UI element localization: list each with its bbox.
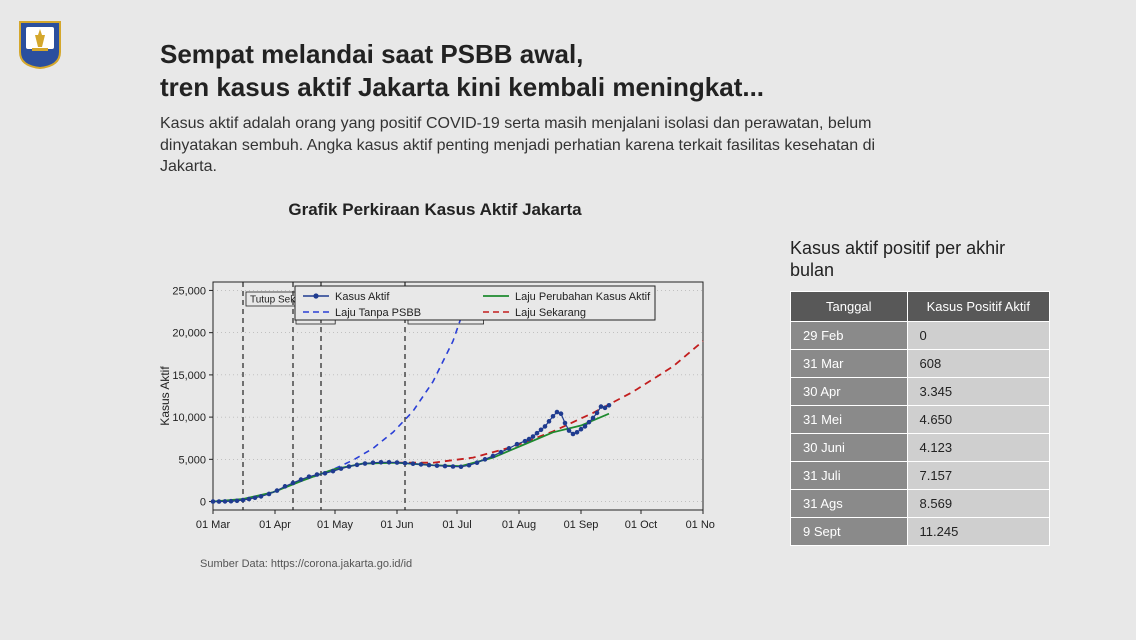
svg-text:01 Apr: 01 Apr [259, 519, 291, 531]
svg-text:Kasus Aktif: Kasus Aktif [158, 366, 172, 426]
svg-text:01 May: 01 May [317, 519, 354, 531]
cell-value: 4.650 [907, 406, 1049, 434]
svg-text:Laju Sekarang: Laju Sekarang [515, 307, 586, 319]
cell-date: 30 Apr [791, 378, 908, 406]
chart-title: Grafik Perkiraan Kasus Aktif Jakarta [155, 200, 715, 220]
table-row: 31 Juli7.157 [791, 462, 1050, 490]
svg-text:01 Nov: 01 Nov [686, 519, 715, 531]
svg-text:15,000: 15,000 [172, 370, 206, 382]
table-row: 30 Juni4.123 [791, 434, 1050, 462]
cell-value: 3.345 [907, 378, 1049, 406]
svg-text:20,000: 20,000 [172, 328, 206, 340]
source-label: Sumber Data: https://corona.jakarta.go.i… [200, 558, 715, 570]
table-row: 9 Sept11.245 [791, 518, 1050, 546]
header-block: Sempat melandai saat PSBB awal, tren kas… [160, 38, 1100, 196]
page-title: Sempat melandai saat PSBB awal, tren kas… [160, 38, 1100, 103]
svg-text:01 Sep: 01 Sep [564, 519, 599, 531]
col-header-value: Kasus Positif Aktif [907, 292, 1049, 322]
cell-value: 8.569 [907, 490, 1049, 518]
table-caption: Kasus aktif positif per akhir bulan [790, 238, 1050, 281]
cell-value: 11.245 [907, 518, 1049, 546]
title-line2: tren kasus aktif Jakarta kini kembali me… [160, 72, 764, 102]
svg-text:25,000: 25,000 [172, 285, 206, 297]
title-line1: Sempat melandai saat PSBB awal, [160, 39, 583, 69]
cell-date: 31 Juli [791, 462, 908, 490]
svg-text:5,000: 5,000 [178, 454, 206, 466]
table-container: Kasus aktif positif per akhir bulan Tang… [790, 238, 1050, 546]
cell-value: 0 [907, 322, 1049, 350]
cell-value: 4.123 [907, 434, 1049, 462]
svg-text:01 Jul: 01 Jul [442, 519, 471, 531]
svg-text:01 Jun: 01 Jun [380, 519, 413, 531]
svg-text:01 Mar: 01 Mar [196, 519, 231, 531]
table-row: 31 Mei4.650 [791, 406, 1050, 434]
cell-date: 31 Mei [791, 406, 908, 434]
table-row: 31 Ags8.569 [791, 490, 1050, 518]
cell-date: 31 Mar [791, 350, 908, 378]
col-header-date: Tanggal [791, 292, 908, 322]
cell-value: 7.157 [907, 462, 1049, 490]
svg-text:01 Aug: 01 Aug [502, 519, 536, 531]
svg-text:10,000: 10,000 [172, 412, 206, 424]
svg-text:01 Oct: 01 Oct [625, 519, 657, 531]
svg-text:0: 0 [200, 497, 206, 509]
table-row: 31 Mar608 [791, 350, 1050, 378]
monthly-table: Tanggal Kasus Positif Aktif 29 Feb031 Ma… [790, 291, 1050, 546]
cell-date: 9 Sept [791, 518, 908, 546]
table-row: 30 Apr3.345 [791, 378, 1050, 406]
active-cases-chart: 0 5,000 10,000 15,000 20,000 25,000 01 Mar 01 A… [155, 226, 715, 556]
svg-text:Kasus Aktif: Kasus Aktif [335, 291, 390, 303]
svg-text:Laju Perubahan Kasus Aktif: Laju Perubahan Kasus Aktif [515, 291, 651, 303]
cell-date: 30 Juni [791, 434, 908, 462]
jakarta-logo [18, 18, 62, 70]
chart-container: Grafik Perkiraan Kasus Aktif Jakarta 0 5,… [155, 200, 715, 570]
cell-value: 608 [907, 350, 1049, 378]
page-subtitle: Kasus aktif adalah orang yang positif CO… [160, 113, 880, 178]
svg-text:Laju Tanpa PSBB: Laju Tanpa PSBB [335, 307, 421, 319]
cell-date: 31 Ags [791, 490, 908, 518]
table-row: 29 Feb0 [791, 322, 1050, 350]
cell-date: 29 Feb [791, 322, 908, 350]
